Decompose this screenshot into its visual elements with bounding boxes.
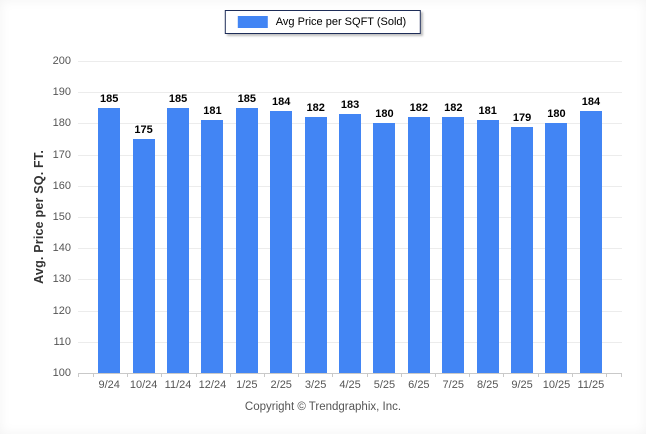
bar-slot: 185 (92, 61, 126, 373)
x-tick-label: 8/25 (476, 379, 499, 391)
x-tick-label: 5/25 (373, 379, 396, 391)
x-tick-label: 9/24 (98, 379, 120, 391)
bar-5/25: 180 (373, 108, 396, 373)
bar-slot: 185 (230, 61, 264, 373)
bar-slot: 181 (195, 61, 229, 373)
x-tick-label: 12/24 (198, 379, 227, 391)
x-tick-label: 2/25 (270, 379, 292, 391)
bar-value-label: 181 (203, 105, 222, 118)
x-axis-tick (368, 373, 402, 377)
y-tick-label: 110 (53, 335, 71, 348)
y-tick-label: 180 (52, 117, 71, 130)
bar-3/25: 182 (304, 102, 327, 373)
bar-slot: 181 (470, 61, 504, 373)
bar-value-label: 175 (134, 124, 153, 136)
legend-label: Avg Price per SQFT (Sold) (275, 16, 407, 28)
bar-value-label: 184 (272, 95, 291, 108)
x-axis-tick (573, 373, 608, 377)
x-axis-tick (197, 373, 231, 377)
y-tick-label: 150 (52, 211, 71, 223)
bar-10/24: 175 (132, 124, 155, 373)
bar-slot: 180 (539, 61, 573, 373)
bar-value-label: 179 (512, 111, 532, 124)
x-tick-label: 11/25 (577, 379, 605, 391)
bar-value-label: 185 (168, 92, 188, 105)
bar-slot: 180 (367, 61, 401, 373)
bar-9/24: 185 (98, 93, 121, 373)
bar-6/25: 182 (407, 102, 430, 373)
bar-slot: 184 (574, 61, 608, 373)
bar-slot: 175 (126, 61, 160, 373)
bar-11/24: 185 (167, 93, 190, 373)
y-tick-label: 130 (52, 273, 71, 286)
x-tick-label: 3/25 (304, 379, 327, 391)
x-axis-ticks (78, 373, 622, 377)
bar-8/25: 181 (476, 105, 499, 373)
bar-value-label: 181 (478, 105, 497, 118)
bar-slot: 183 (333, 61, 367, 373)
bar-value-label: 185 (237, 92, 257, 105)
bar-7/25: 182 (442, 102, 465, 373)
bar-value-label: 180 (547, 108, 566, 121)
bar-value-label: 182 (306, 102, 325, 115)
x-tick-label: 9/25 (511, 379, 533, 391)
y-tick-label: 170 (52, 148, 71, 161)
x-tick-label: 11/24 (164, 379, 192, 391)
bar-2/25: 184 (270, 96, 293, 373)
bar-12/24: 181 (201, 105, 224, 373)
gridline (78, 61, 622, 62)
legend-swatch-icon (237, 16, 268, 28)
bar-value-label: 185 (100, 92, 119, 105)
x-axis-tick (93, 373, 129, 377)
x-axis-tick (265, 373, 300, 377)
bar-11/25: 184 (579, 96, 602, 373)
x-axis-tick (539, 373, 573, 377)
x-axis-tick (162, 373, 197, 377)
y-tick-label: 190 (52, 86, 71, 99)
gridline (78, 373, 622, 374)
x-axis-tick (231, 373, 266, 377)
bar-value-label: 180 (375, 108, 394, 121)
x-tick-label: 10/25 (542, 379, 571, 391)
x-tick-label: 4/25 (339, 379, 361, 391)
gridline (78, 92, 622, 94)
x-axis-tick (299, 373, 334, 377)
bar-slot: 182 (402, 61, 436, 373)
bar-10/25: 180 (545, 108, 568, 373)
bar-slot: 184 (264, 61, 298, 373)
y-tick-label: 100 (52, 367, 71, 379)
x-tick-label: 6/25 (408, 379, 430, 391)
bar-slot: 182 (298, 61, 332, 373)
bar-slot: 185 (161, 61, 195, 373)
legend: Avg Price per SQFT (Sold) (224, 10, 422, 34)
y-tick-label: 140 (52, 242, 71, 255)
x-axis-tick (128, 373, 163, 377)
x-axis-tick (436, 373, 471, 377)
y-tick-label: 120 (52, 304, 71, 317)
bar-value-label: 184 (581, 95, 601, 108)
x-tick-label: 1/25 (236, 379, 258, 391)
bar-9/25: 179 (511, 112, 534, 373)
bar-1/25: 185 (235, 93, 258, 373)
x-tick-label: 7/25 (442, 379, 464, 391)
bar-4/25: 183 (339, 99, 362, 373)
bar-value-label: 182 (444, 102, 463, 115)
bars-container: 185 175 185 181 185 184 182 183 180 182 182 181 179 1… (78, 61, 622, 373)
y-tick-label: 160 (52, 179, 71, 192)
bar-value-label: 182 (409, 102, 429, 115)
x-axis-tick (470, 373, 505, 377)
bar-slot: 179 (505, 61, 539, 373)
copyright-text: Copyright © Trendgraphix, Inc. (244, 401, 402, 413)
x-axis-labels: 9/24 10/24 11/24 12/24 1/25 2/25 3/25 4/25 5/25 6… (78, 379, 622, 391)
y-tick-label: 200 (52, 55, 71, 67)
bar-slot: 182 (436, 61, 470, 373)
x-axis-tick (333, 373, 368, 377)
bar-value-label: 183 (340, 99, 360, 112)
x-tick-label: 10/24 (129, 379, 158, 391)
plot-area: 200 190 180 170 160 150 140 130 120 110 100 185 175… (53, 55, 622, 379)
x-axis-tick (402, 373, 437, 377)
x-axis-tick (504, 373, 539, 377)
